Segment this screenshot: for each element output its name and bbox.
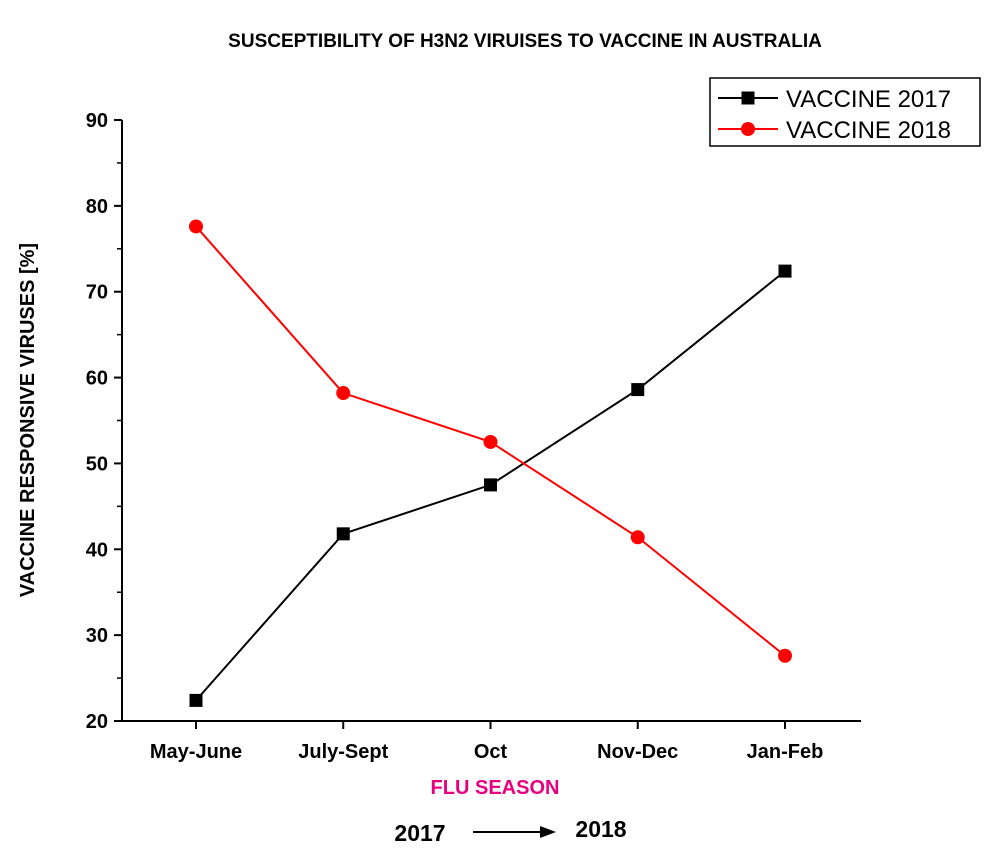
y-tick-label: 70 [86,282,108,304]
y-ticks: 20 30 40 50 60 70 80 90 [86,110,122,733]
data-point-circle [336,386,351,401]
annotation-arrow-head [540,826,556,838]
x-tick-label: May-June [150,741,242,763]
x-tick-label: Jan-Feb [747,741,824,763]
year-annotation: 2017 2018 [394,816,626,846]
data-point-square [189,693,203,707]
data-point-square [484,478,497,492]
plot-area: 20 30 40 50 60 70 80 90 May-June July-Sept Oct Nov… [86,110,861,763]
chart-title: SUSCEPTIBILITY OF H3N2 VIRUISES TO VACCI… [228,31,822,52]
x-ticks: May-June July-Sept Oct Nov-Dec Jan-Feb [150,721,823,763]
y-axis-label: VACCINE RESPONSIVE VIRUSES [%] [17,243,39,597]
data-point-circle [483,434,498,449]
x-tick-label: Nov-Dec [597,741,678,763]
data-point-circle [189,219,203,234]
y-tick-label: 80 [86,196,108,218]
legend-marker-square [741,91,755,105]
legend-box [709,77,981,147]
y-tick-label: 90 [86,110,108,132]
x-axis-label: FLU SEASON [431,777,560,799]
data-point-circle [630,530,645,545]
y-tick-label: 60 [86,368,108,390]
y-tick-label: 30 [86,625,108,647]
legend-marker-circle [741,122,755,136]
legend: VACCINE 2017 VACCINE 2018 [709,77,981,147]
y-tick-label: 20 [86,711,108,733]
series-layer [189,219,792,707]
legend-label: VACCINE 2017 [786,86,951,113]
y-tick-label: 40 [86,539,108,561]
data-point-circle [778,648,792,663]
annotation-to-year: 2018 [575,816,626,842]
x-tick-label: July-Sept [298,741,388,763]
x-tick-label: Oct [474,741,508,763]
data-point-square [778,264,792,278]
annotation-from-year: 2017 [394,820,445,846]
data-point-square [631,383,645,397]
data-point-square [336,527,350,541]
y-tick-label: 50 [86,453,108,475]
legend-label: VACCINE 2018 [786,117,951,144]
